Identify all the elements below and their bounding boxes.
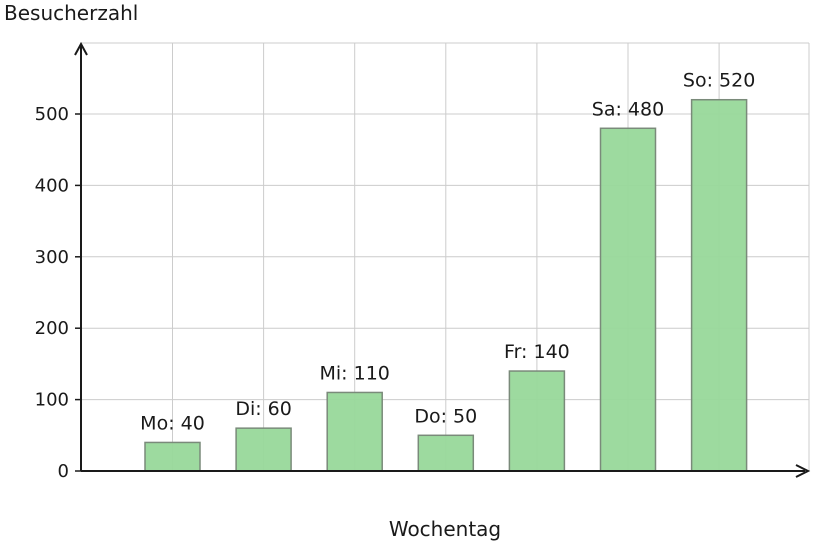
y-tick-label: 400 (35, 175, 69, 196)
y-tick-label: 200 (35, 318, 69, 339)
bars (144, 98, 748, 472)
y-axis-label: Besucherzahl (4, 1, 139, 25)
data-label: So: 520 (683, 70, 755, 92)
bar-sa (599, 127, 657, 472)
bar-do (417, 434, 475, 472)
data-labels: Mo: 40 Di: 60 Mi: 110 Do: 50 Fr: 140 Sa: 480 S… (140, 70, 755, 435)
data-label: Mo: 40 (140, 412, 205, 434)
y-axis-arrow-icon (74, 41, 88, 56)
bar-so (690, 98, 748, 472)
data-label: Fr: 140 (504, 341, 570, 363)
data-label: Do: 50 (414, 405, 477, 427)
bar-mo (144, 441, 201, 472)
y-tick-label: 300 (35, 247, 69, 268)
bar-mi (326, 391, 383, 472)
y-tick-label: 500 (35, 104, 69, 125)
data-label: Mi: 110 (320, 362, 390, 384)
x-axis-label: Wochentag (388, 517, 502, 541)
x-axis-arrow-icon (795, 464, 811, 478)
bar-fr (508, 370, 566, 472)
data-label: Sa: 480 (592, 98, 664, 120)
y-ticks: 0 100 200 300 400 500 (35, 104, 81, 482)
y-tick-label: 0 (58, 461, 69, 482)
bar-di (235, 427, 292, 472)
data-label: Di: 60 (235, 398, 292, 420)
y-tick-label: 100 (35, 390, 69, 411)
